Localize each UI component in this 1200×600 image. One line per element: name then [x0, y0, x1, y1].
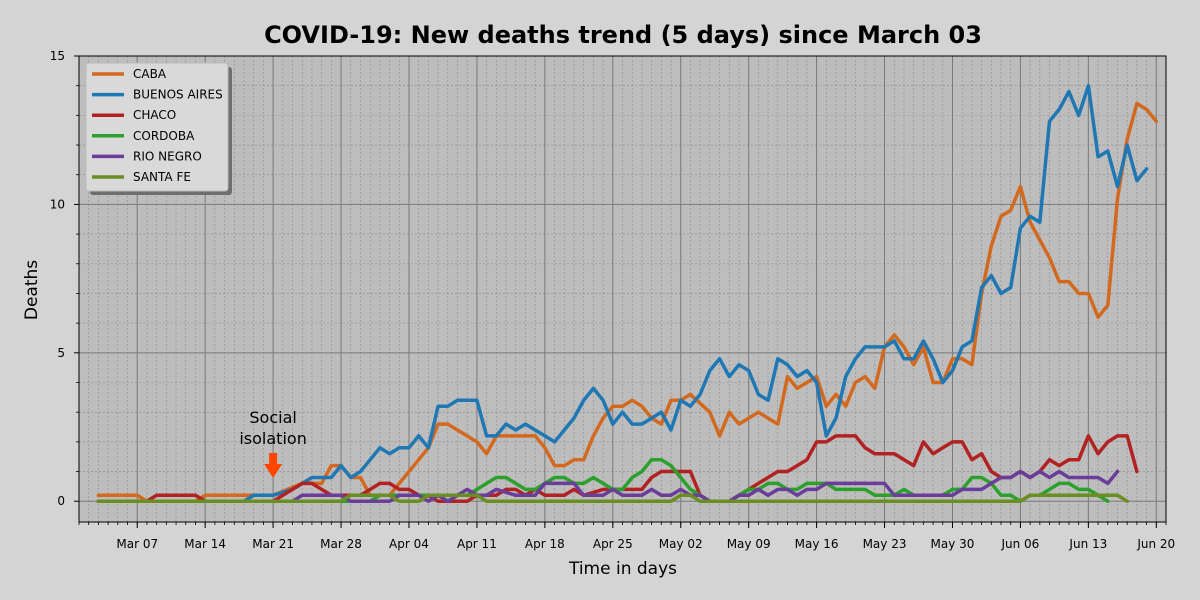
legend-label-chaco: CHACO [133, 108, 176, 122]
legend-label-buenos-aires: BUENOS AIRES [133, 88, 223, 102]
chart-title: COVID-19: New deaths trend (5 days) sinc… [264, 21, 982, 49]
x-tick-label: Apr 25 [593, 537, 633, 551]
x-tick-label: May 16 [795, 537, 839, 551]
x-tick-label: May 30 [931, 537, 975, 551]
legend-label-caba: CABA [133, 67, 167, 81]
x-tick-label: Mar 14 [184, 537, 226, 551]
x-tick-label: May 09 [727, 537, 771, 551]
y-axis-label: Deaths [22, 260, 42, 320]
legend: CABA BUENOS AIRES CHACO CORDOBA RIO NEGRO SAN… [85, 62, 232, 195]
x-tick-label: Mar 21 [252, 537, 294, 551]
legend-label-rio-negro: RIO NEGRO [133, 149, 202, 163]
legend-label-santa-fe: SANTA FE [133, 170, 191, 184]
series-line-rio-negro [96, 469, 1120, 503]
y-tick-label: 10 [50, 197, 65, 211]
x-tick-label: Mar 28 [320, 537, 362, 551]
y-tick-label: 0 [57, 494, 65, 508]
annotation-text: Social [249, 408, 296, 427]
x-tick-label: May 23 [863, 537, 907, 551]
x-tick-label: Apr 11 [457, 537, 497, 551]
x-tick-label: Apr 04 [389, 537, 429, 551]
x-tick-label: Jun 06 [1000, 537, 1039, 551]
series-line-buenos-aires [96, 83, 1149, 503]
annotation-arrow-head [264, 464, 283, 478]
legend-label-cordoba: CORDOBA [133, 129, 195, 143]
social-isolation-annotation: Social isolation [239, 408, 307, 478]
x-axis-label: Time in days [568, 559, 677, 579]
x-tick-label: Jun 13 [1068, 537, 1107, 551]
series-line-santa-fe [96, 493, 1129, 503]
y-tick-label: 5 [57, 346, 65, 360]
x-tick-label: Mar 07 [116, 537, 158, 551]
annotation-text: isolation [239, 429, 306, 448]
plot-layer: 0 5 10 15 Mar 07 Mar 14 Mar 21 Mar 28 Apr 04 Apr … [50, 49, 1175, 551]
series-group [96, 83, 1159, 503]
x-tick-label: Jun 20 [1136, 537, 1175, 551]
y-tick-label: 15 [50, 49, 65, 63]
x-tick-label: May 02 [659, 537, 703, 551]
x-tick-label: Apr 18 [525, 537, 565, 551]
series-line-caba [96, 101, 1159, 503]
annotation-arrow-shaft [269, 453, 278, 465]
